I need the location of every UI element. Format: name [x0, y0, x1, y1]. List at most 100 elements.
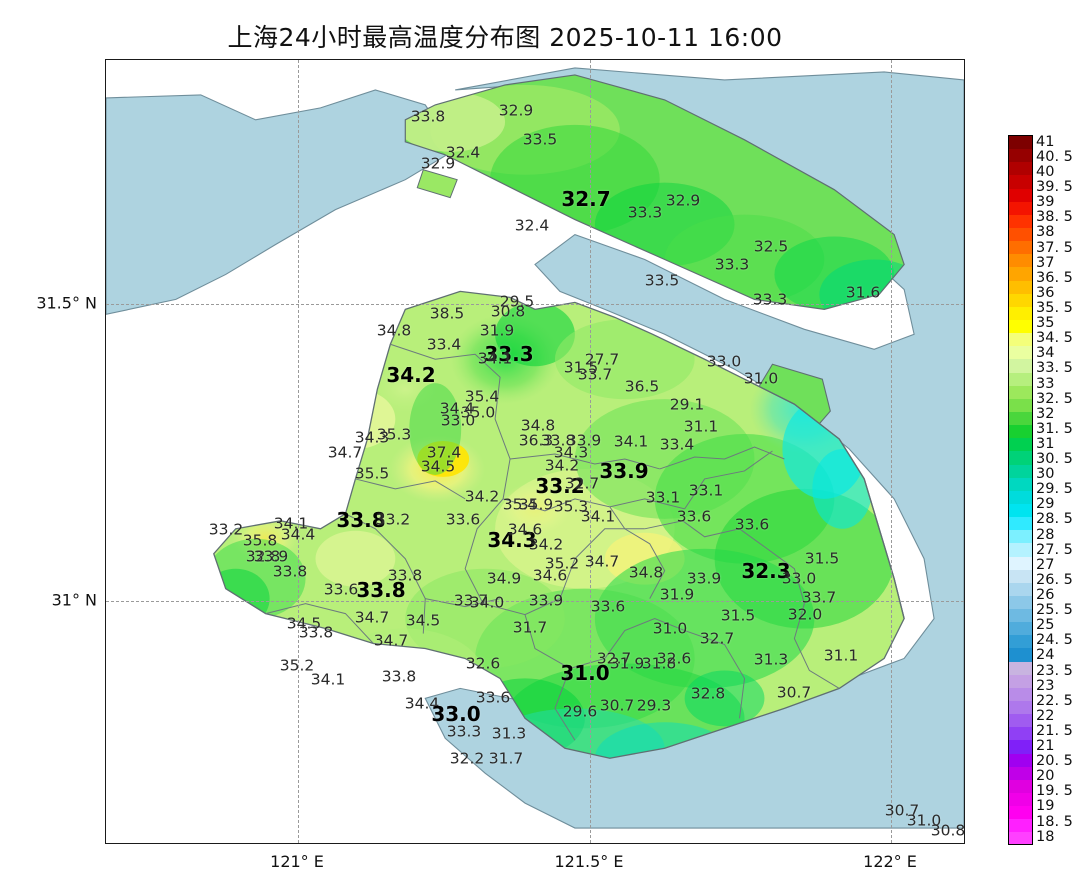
station-temperature-label: 29.6: [562, 702, 598, 721]
station-temperature-label: 33.3: [714, 255, 750, 274]
station-temperature-label: 32.8: [245, 547, 281, 566]
station-temperature-label: 34.2: [386, 363, 436, 387]
colorbar-tick: 31: [1036, 435, 1055, 452]
station-temperature-label: 33.3: [627, 203, 663, 222]
station-temperature-label: 34.5: [405, 611, 441, 630]
station-temperature-label: 31.3: [753, 650, 789, 669]
station-temperature-label: 35.2: [544, 554, 580, 573]
colorbar-tick: 34. 5: [1036, 330, 1073, 347]
gridline-lon-121: [298, 60, 299, 843]
x-axis-tick: 122° E: [863, 852, 917, 871]
station-temperature-label: 34.7: [584, 552, 620, 571]
colorbar-tick: 20. 5: [1036, 753, 1073, 770]
colorbar-segment: [1009, 766, 1032, 780]
colorbar-segment: [1009, 740, 1032, 754]
station-temperature-label: 29.3: [636, 696, 672, 715]
station-temperature-label: 34.7: [373, 631, 409, 650]
colorbar-tick: 19: [1036, 798, 1055, 815]
colorbar-segment: [1009, 214, 1032, 228]
station-temperature-label: 33.6: [734, 515, 770, 534]
station-temperature-label: 33.2: [375, 510, 411, 529]
station-temperature-label: 33.0: [440, 411, 476, 430]
station-temperature-label: 31.5: [720, 606, 756, 625]
station-temperature-label: 33.9: [686, 569, 722, 588]
station-temperature-label: 35.5: [354, 464, 390, 483]
colorbar: [1008, 135, 1033, 845]
colorbar-segment: [1009, 517, 1032, 531]
station-temperature-label: 32.9: [498, 101, 534, 120]
colorbar-tick: 18. 5: [1036, 813, 1073, 830]
station-temperature-label: 33.3: [752, 290, 788, 309]
station-temperature-label: 34.1: [273, 514, 309, 533]
station-temperature-label: 34.0: [469, 593, 505, 612]
colorbar-segment: [1009, 635, 1032, 649]
colorbar-tick: 18: [1036, 828, 1055, 845]
map-plot-area[interactable]: 33.8 32.9 33.5 32.4 32.9 32.7 33.3 32.9 32.4 32.5…: [105, 59, 965, 844]
station-temperature-label: 35.3: [553, 497, 589, 516]
station-temperature-label: 31.5: [563, 358, 599, 377]
colorbar-segment: [1009, 503, 1032, 518]
colorbar-segment: [1009, 806, 1032, 820]
station-temperature-label: 32.5: [753, 237, 789, 256]
colorbar-segment: [1009, 359, 1032, 373]
colorbar-segment: [1009, 753, 1032, 767]
station-temperature-label: 33.6: [676, 507, 712, 526]
station-temperature-label: 31.7: [488, 749, 524, 768]
gridline-lat-31-5: [106, 304, 964, 305]
station-temperature-label: 30.7: [599, 696, 635, 715]
station-temperature-label: 30.8: [490, 302, 526, 321]
colorbar-segment: [1009, 451, 1032, 465]
station-temperature-label: 31.7: [512, 618, 548, 637]
colorbar-tick: 27: [1036, 556, 1055, 573]
station-temperature-label: 34.2: [528, 535, 564, 554]
colorbar-tick-labels: 41 40. 5 40 39. 5 39 38. 5 38 37. 5 37 36. 5 36 35.…: [1036, 133, 1080, 845]
station-temperature-label: 34.8: [520, 416, 556, 435]
station-temperature-label: 32.7: [596, 649, 632, 668]
colorbar-tick: 32: [1036, 405, 1055, 422]
station-temperature-label: 34.7: [354, 608, 390, 627]
temperature-contour-map: [106, 60, 964, 843]
colorbar-tick: 29: [1036, 496, 1055, 513]
colorbar-segment: [1009, 293, 1032, 307]
colorbar-tick: 31. 5: [1036, 420, 1073, 437]
colorbar-tick: 32. 5: [1036, 390, 1073, 407]
colorbar-tick: 30. 5: [1036, 451, 1073, 468]
colorbar-tick: 19. 5: [1036, 783, 1073, 800]
colorbar-segment: [1009, 227, 1032, 242]
x-axis-tick: 121.5° E: [554, 852, 624, 871]
station-temperature-label: 33.8: [540, 431, 576, 450]
colorbar-segment: [1009, 687, 1032, 702]
colorbar-segment: [1009, 464, 1032, 478]
station-temperature-label: 33.8: [298, 623, 334, 642]
station-temperature-label: 33.0: [431, 702, 481, 726]
colorbar-segment: [1009, 201, 1032, 215]
station-temperature-label: 32.9: [665, 191, 701, 210]
station-temperature-label: 32.0: [787, 605, 823, 624]
station-temperature-label: 34.3: [354, 428, 390, 447]
station-temperature-label: 32.4: [514, 216, 550, 235]
colorbar-tick: 28. 5: [1036, 511, 1073, 528]
colorbar-segment: [1009, 832, 1032, 844]
station-temperature-label: 31.9: [609, 654, 645, 673]
station-temperature-label: 29.5: [499, 292, 535, 311]
colorbar-tick: 40: [1036, 164, 1055, 180]
station-temperature-label: 35.9: [518, 495, 554, 514]
colorbar-tick: 25. 5: [1036, 602, 1073, 619]
station-temperature-label: 33.8: [387, 566, 423, 585]
station-temperature-label: 34.9: [486, 569, 522, 588]
colorbar-tick: 41: [1036, 133, 1055, 150]
station-temperature-label: 33.7: [801, 588, 837, 607]
colorbar-segment: [1009, 306, 1032, 320]
colorbar-segment: [1009, 701, 1032, 715]
colorbar-segment: [1009, 793, 1032, 807]
colorbar-segment: [1009, 727, 1032, 741]
colorbar-segment: [1009, 188, 1032, 202]
page-title: 上海24小时最高温度分布图 2025-10-11 16:00: [227, 23, 783, 52]
station-temperature-label: 35.3: [376, 425, 412, 444]
station-temperature-label: 33.9: [528, 591, 564, 610]
colorbar-segment: [1009, 595, 1032, 610]
sea-area: [424, 67, 964, 829]
station-temperature-label: 36.3: [518, 431, 554, 450]
station-temperature-label: 33.7: [453, 591, 489, 610]
station-temperature-label: 33.6: [475, 688, 511, 707]
